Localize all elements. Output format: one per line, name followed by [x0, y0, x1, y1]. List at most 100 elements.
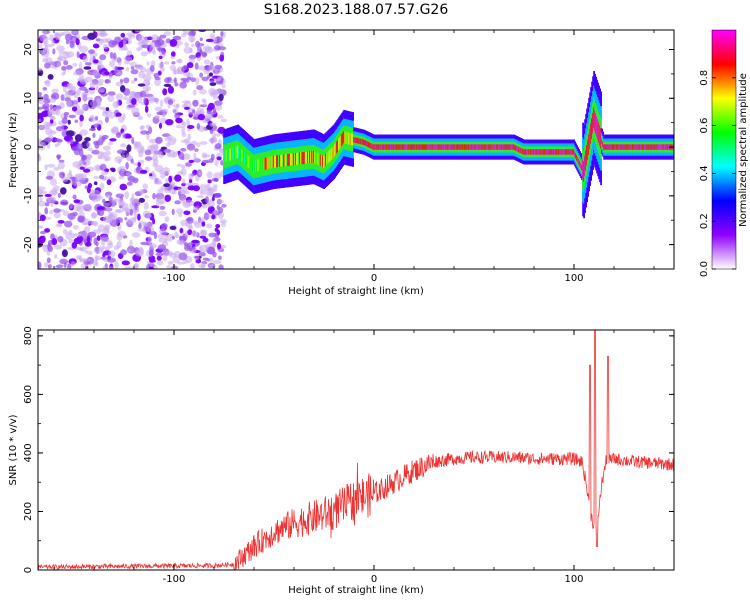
noise-blob	[77, 96, 82, 103]
noise-blob	[205, 38, 214, 43]
noise-blob	[60, 94, 65, 101]
ridge-cell	[479, 144, 481, 150]
ridge-cell	[529, 149, 531, 155]
noise-blob	[136, 47, 141, 52]
noise-blob	[147, 95, 156, 102]
ridge-cell	[346, 132, 348, 144]
ridge-cell	[415, 144, 417, 150]
noise-blob	[202, 237, 209, 243]
noise-blob	[204, 65, 210, 69]
noise-blob	[97, 156, 103, 160]
ridge-cell	[331, 147, 333, 160]
ridge-cell	[263, 158, 265, 171]
noise-blob	[178, 152, 185, 160]
ridge-cell	[387, 144, 389, 150]
noise-blob	[79, 45, 89, 53]
ridge-cell	[633, 144, 635, 150]
noise-blob	[153, 181, 163, 185]
noise-blob	[99, 58, 103, 66]
noise-blob	[94, 141, 100, 149]
noise-blob	[102, 43, 109, 50]
ridge-cell	[525, 149, 527, 155]
noise-blob	[183, 210, 191, 216]
noise-blob	[79, 61, 83, 70]
ridge-cell	[437, 144, 439, 150]
noise-blob	[107, 91, 116, 96]
noise-blob	[108, 266, 115, 269]
ridge-cell	[428, 144, 430, 150]
ridge-cell	[484, 144, 486, 150]
ridge-cell	[542, 149, 544, 155]
x-tick-label: -100	[163, 273, 186, 284]
noise-blob	[172, 35, 182, 41]
ridge-cell	[326, 152, 328, 165]
noise-blob	[60, 187, 67, 195]
noise-blob	[114, 261, 119, 269]
noise-blob	[158, 122, 163, 129]
ridge-cell	[298, 152, 300, 165]
noise-blob	[91, 221, 95, 225]
noise-blob	[191, 249, 197, 253]
noise-blob	[155, 136, 163, 144]
noise-blob	[119, 205, 123, 209]
noise-blob	[181, 126, 186, 135]
noise-blob	[38, 44, 43, 49]
noise-blob	[85, 177, 89, 183]
ridge-cell	[295, 153, 297, 165]
ridge-cell	[431, 144, 433, 150]
noise-blob	[209, 257, 214, 263]
noise-blob	[156, 39, 165, 46]
noise-blob	[71, 86, 77, 93]
noise-blob	[70, 261, 76, 266]
noise-blob	[138, 71, 146, 79]
noise-blob	[214, 100, 223, 106]
noise-blob	[174, 174, 182, 182]
noise-blob	[80, 263, 88, 269]
noise-blob	[159, 34, 167, 39]
noise-blob	[58, 159, 65, 163]
noise-blob	[141, 39, 150, 44]
y-tick-label: -20	[23, 236, 34, 252]
noise-blob	[190, 186, 195, 191]
ridge-cell	[325, 153, 327, 166]
noise-blob	[203, 59, 211, 65]
ridge-cell	[528, 149, 530, 155]
noise-blob	[196, 142, 201, 148]
noise-blob	[104, 224, 111, 230]
noise-blob	[74, 119, 79, 124]
ridge-cell	[620, 144, 622, 150]
noise-blob	[216, 156, 222, 161]
ridge-cell	[236, 146, 238, 159]
noise-blob	[123, 56, 133, 62]
noise-blob	[125, 67, 130, 72]
ridge-cell	[524, 149, 526, 155]
noise-blob	[77, 215, 85, 223]
ridge-cell	[419, 144, 421, 150]
noise-blob	[65, 130, 75, 137]
ridge-cell	[628, 144, 630, 150]
noise-blob	[154, 78, 162, 87]
ridge-cell	[503, 144, 505, 150]
ridge-cell	[356, 137, 358, 144]
noise-blob	[170, 51, 176, 57]
noise-blob	[171, 208, 175, 216]
ridge-cell	[452, 144, 454, 150]
ridge-cell	[570, 149, 572, 155]
noise-blob	[51, 39, 56, 46]
ridge-cell	[493, 144, 495, 150]
ridge-cell	[395, 144, 397, 150]
noise-blob	[165, 178, 169, 184]
noise-blob	[206, 258, 210, 262]
ridge-cell	[652, 144, 654, 150]
noise-blob	[122, 112, 126, 121]
noise-blob	[145, 213, 152, 219]
noise-blob	[61, 65, 67, 71]
ridge-cell	[469, 144, 471, 150]
noise-blob	[143, 73, 152, 82]
noise-blob	[78, 75, 85, 79]
ridge-cell	[646, 144, 648, 150]
ridge-cell	[313, 150, 315, 163]
ridge-cell	[311, 151, 313, 163]
ridge-cell	[553, 149, 555, 155]
noise-blob	[78, 173, 87, 181]
